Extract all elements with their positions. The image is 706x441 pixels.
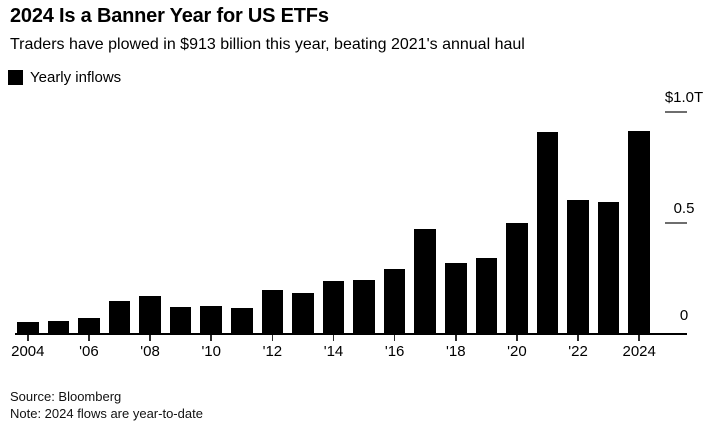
x-axis-line xyxy=(15,333,687,335)
y-label-0: 0 xyxy=(679,307,689,324)
x-label-2012: '12 xyxy=(262,343,283,360)
bar-2014 xyxy=(322,280,345,334)
x-tick-2012 xyxy=(271,335,274,341)
bar-2024 xyxy=(628,131,650,334)
x-label-2008: '08 xyxy=(140,343,160,360)
bar-2013 xyxy=(292,292,314,334)
bar-2018 xyxy=(444,262,467,334)
source-line: Source: Bloomberg xyxy=(10,389,122,404)
x-tick-2022 xyxy=(577,335,579,341)
bar-2019 xyxy=(475,258,498,334)
x-label-2018: '18 xyxy=(445,343,466,360)
chart-footer: Source: Bloomberg Note: 2024 flows are y… xyxy=(10,388,203,422)
bar-2022 xyxy=(567,199,589,334)
y-label-0.5: 0.5 xyxy=(673,200,695,217)
y-tick-line-0.5 xyxy=(665,222,687,224)
chart-legend: Yearly inflows xyxy=(8,69,121,86)
x-label-2016: '16 xyxy=(384,343,405,360)
bar-2010 xyxy=(200,305,222,334)
x-tick-2016 xyxy=(393,335,396,341)
x-tick-2006 xyxy=(88,335,90,341)
x-tick-2024 xyxy=(638,335,640,341)
bar-2015 xyxy=(353,280,375,334)
bar-2021 xyxy=(536,131,559,334)
legend-swatch-yearly-inflows xyxy=(8,70,23,85)
y-label-1.0: $1.0T xyxy=(664,89,704,106)
bar-2016 xyxy=(383,268,406,334)
x-label-2022: '22 xyxy=(568,343,588,360)
x-tick-2018 xyxy=(455,335,457,341)
bar-2007 xyxy=(108,300,131,334)
bar-2005 xyxy=(47,320,70,334)
bar-2008 xyxy=(139,296,161,334)
x-tick-2020 xyxy=(516,335,518,341)
x-label-2014: '14 xyxy=(323,343,344,360)
bar-2012 xyxy=(261,290,284,334)
x-label-2004: 2004 xyxy=(11,343,45,360)
legend-label-yearly-inflows: Yearly inflows xyxy=(30,69,122,86)
bar-2011 xyxy=(230,308,253,334)
bar-2006 xyxy=(78,317,100,334)
y-tick-line-1.0 xyxy=(665,111,687,113)
chart-title: 2024 Is a Banner Year for US ETFs xyxy=(10,5,329,27)
x-tick-2004 xyxy=(27,335,29,341)
x-label-2006: '06 xyxy=(79,343,99,360)
x-label-2024: 2024 xyxy=(622,343,656,360)
x-tick-2008 xyxy=(149,335,151,341)
bar-2023 xyxy=(597,201,620,334)
x-tick-2010 xyxy=(210,335,212,341)
x-label-2020: '20 xyxy=(507,343,527,360)
bar-2017 xyxy=(414,229,436,334)
bar-2009 xyxy=(169,307,192,334)
x-tick-2014 xyxy=(332,335,335,341)
note-line: Note: 2024 flows are year-to-date xyxy=(10,406,203,421)
x-label-2010: '10 xyxy=(201,343,221,360)
bar-2020 xyxy=(506,222,528,334)
chart-subtitle: Traders have plowed in $913 billion this… xyxy=(10,36,525,53)
bar-2004 xyxy=(17,322,39,334)
